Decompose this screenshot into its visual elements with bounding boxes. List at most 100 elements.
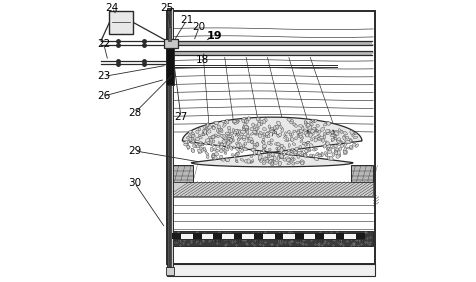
Ellipse shape [241,147,245,150]
Ellipse shape [267,141,270,145]
Ellipse shape [276,143,279,146]
Ellipse shape [313,119,317,123]
Ellipse shape [222,135,226,139]
Ellipse shape [312,127,315,131]
Text: 22: 22 [97,39,110,49]
Ellipse shape [244,119,246,123]
Ellipse shape [240,130,245,134]
Ellipse shape [263,119,267,122]
Ellipse shape [265,134,267,137]
Bar [168,27,171,41]
Ellipse shape [323,152,327,155]
Ellipse shape [293,124,297,127]
Ellipse shape [237,136,241,139]
Ellipse shape [289,120,293,123]
Ellipse shape [326,130,329,134]
Ellipse shape [198,151,200,154]
Ellipse shape [223,150,226,152]
Ellipse shape [297,155,299,158]
Ellipse shape [254,127,258,131]
Ellipse shape [315,124,318,127]
Ellipse shape [199,143,202,146]
Ellipse shape [212,156,216,160]
Ellipse shape [221,120,225,123]
Text: 30: 30 [128,178,141,188]
Ellipse shape [269,128,272,132]
Ellipse shape [273,156,276,161]
Ellipse shape [247,159,250,164]
Ellipse shape [330,131,333,133]
Ellipse shape [226,139,228,143]
Ellipse shape [183,141,188,144]
Ellipse shape [274,131,276,134]
Ellipse shape [250,140,253,144]
Ellipse shape [304,121,307,124]
Ellipse shape [251,149,254,151]
Ellipse shape [207,140,209,142]
Ellipse shape [262,120,265,124]
Ellipse shape [235,159,237,162]
Ellipse shape [198,142,201,144]
Ellipse shape [279,148,283,152]
Ellipse shape [303,154,306,157]
Ellipse shape [188,130,192,134]
Ellipse shape [290,158,293,161]
Polygon shape [182,117,361,167]
Ellipse shape [270,153,274,156]
Ellipse shape [304,150,307,153]
Ellipse shape [317,130,320,133]
Ellipse shape [300,161,303,165]
Bar [109,10,133,34]
Ellipse shape [257,117,260,122]
Ellipse shape [229,138,232,142]
Ellipse shape [303,153,306,157]
Ellipse shape [319,136,324,138]
Ellipse shape [308,133,312,137]
Ellipse shape [253,150,256,155]
Ellipse shape [262,162,265,165]
Ellipse shape [337,142,341,146]
Ellipse shape [211,126,214,129]
Ellipse shape [256,143,258,146]
Ellipse shape [336,140,339,143]
Text: 18: 18 [195,55,208,65]
Ellipse shape [326,122,328,124]
Ellipse shape [307,124,309,127]
Ellipse shape [202,129,207,133]
Ellipse shape [284,140,288,142]
Ellipse shape [271,131,275,133]
Ellipse shape [186,143,188,146]
Ellipse shape [229,146,232,150]
Ellipse shape [270,162,274,166]
Ellipse shape [213,148,217,151]
Ellipse shape [214,121,218,125]
Ellipse shape [299,160,304,164]
Ellipse shape [232,139,234,141]
Ellipse shape [217,128,218,133]
Ellipse shape [326,144,329,146]
Ellipse shape [214,153,218,156]
Ellipse shape [303,153,307,157]
Ellipse shape [246,134,249,137]
Ellipse shape [191,149,194,152]
Ellipse shape [291,162,294,165]
Ellipse shape [282,158,287,161]
Ellipse shape [266,157,268,160]
Ellipse shape [249,127,253,131]
Ellipse shape [306,141,309,143]
Ellipse shape [290,138,293,141]
Ellipse shape [227,135,231,137]
Ellipse shape [264,148,266,151]
Ellipse shape [215,149,219,151]
Ellipse shape [187,146,190,149]
Ellipse shape [298,146,301,148]
Ellipse shape [256,127,258,131]
Ellipse shape [244,147,247,150]
Ellipse shape [210,147,213,152]
Ellipse shape [313,137,317,139]
Ellipse shape [307,128,312,132]
Ellipse shape [235,142,238,144]
Ellipse shape [242,138,246,140]
Ellipse shape [317,154,320,157]
Ellipse shape [323,124,327,126]
